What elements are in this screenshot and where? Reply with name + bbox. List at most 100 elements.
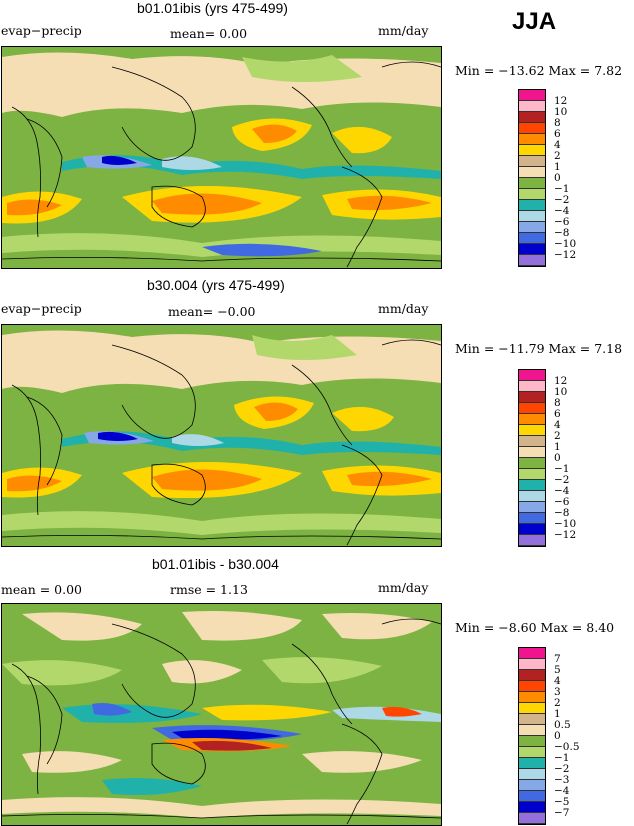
colorbar-swatch <box>519 101 545 112</box>
panel-3-mean-label: mean = 0.00 <box>1 582 83 597</box>
colorbar-tick-label: 3 <box>554 686 561 698</box>
colorbar-swatch <box>519 189 545 200</box>
colorbar-tick-label: −5 <box>554 796 570 808</box>
colorbar-swatch <box>519 736 545 747</box>
colorbar-swatch <box>519 233 545 244</box>
colorbar-swatch <box>519 813 545 824</box>
panel-3-colorbar <box>518 647 546 825</box>
panel-3-rmse-label: rmse = 1.13 <box>170 582 248 597</box>
colorbar-swatch <box>519 145 545 156</box>
season-label: JJA <box>512 8 557 35</box>
colorbar-swatch <box>519 447 545 458</box>
colorbar-swatch <box>519 725 545 736</box>
colorbar-swatch <box>519 791 545 802</box>
panel-1-colorbar <box>518 89 546 267</box>
colorbar-swatch <box>519 222 545 233</box>
colorbar-swatch <box>519 780 545 791</box>
colorbar-swatch <box>519 758 545 769</box>
colorbar-tick-label: −10 <box>554 238 577 250</box>
panel-1-units-label: mm/day <box>378 23 429 38</box>
colorbar-swatch <box>519 681 545 692</box>
panel-2-colorbar <box>518 369 546 547</box>
colorbar-tick-label: 12 <box>554 375 568 387</box>
panel-1-variable-label: evap−precip <box>1 23 82 38</box>
colorbar-swatch <box>519 370 545 381</box>
colorbar-swatch <box>519 123 545 134</box>
panel-1-title: b01.01ibis (yrs 475-499) <box>137 0 288 16</box>
colorbar-tick-label: 1 <box>554 161 561 173</box>
colorbar-swatch <box>519 403 545 414</box>
panel-2-minmax: Min = −11.79 Max = 7.18 <box>455 341 623 356</box>
colorbar-swatch <box>519 392 545 403</box>
colorbar-swatch <box>519 414 545 425</box>
colorbar-swatch <box>519 480 545 491</box>
panel-3-map <box>1 603 442 826</box>
colorbar-swatch <box>519 167 545 178</box>
colorbar-tick-label: −8 <box>554 507 570 519</box>
colorbar-tick-label: −4 <box>554 485 570 497</box>
colorbar-swatch <box>519 703 545 714</box>
colorbar-tick-label: −12 <box>554 249 577 261</box>
panel-2-variable-label: evap−precip <box>1 301 82 316</box>
colorbar-tick-label: −12 <box>554 529 577 541</box>
colorbar-swatch <box>519 670 545 681</box>
panel-3-title: b01.01ibis - b30.004 <box>152 556 279 572</box>
colorbar-tick-label: 4 <box>554 139 561 151</box>
colorbar-tick-label: 10 <box>554 386 568 398</box>
colorbar-tick-label: −4 <box>554 205 570 217</box>
colorbar-swatch <box>519 769 545 780</box>
colorbar-swatch <box>519 513 545 524</box>
colorbar-tick-label: 0 <box>554 730 561 742</box>
colorbar-swatch <box>519 802 545 813</box>
colorbar-tick-label: −4 <box>554 785 570 797</box>
colorbar-tick-label: 8 <box>554 117 561 129</box>
panel-1-minmax: Min = −13.62 Max = 7.82 <box>455 63 623 78</box>
colorbar-swatch <box>519 714 545 725</box>
panel-2-units-label: mm/day <box>378 301 429 316</box>
colorbar-tick-label: 1 <box>554 708 561 720</box>
colorbar-swatch <box>519 648 545 659</box>
colorbar-swatch <box>519 200 545 211</box>
colorbar-tick-label: 2 <box>554 150 561 162</box>
colorbar-tick-label: 0.5 <box>554 719 571 731</box>
panel-1-mean-label: mean= 0.00 <box>170 26 248 41</box>
colorbar-tick-label: −2 <box>554 194 570 206</box>
colorbar-tick-label: −3 <box>554 774 570 786</box>
colorbar-tick-label: −1 <box>554 463 570 475</box>
colorbar-swatch <box>519 524 545 535</box>
colorbar-tick-label: 5 <box>554 664 561 676</box>
colorbar-tick-label: 6 <box>554 408 561 420</box>
colorbar-tick-label: 2 <box>554 430 561 442</box>
colorbar-tick-label: −7 <box>554 807 570 819</box>
colorbar-tick-label: −8 <box>554 227 570 239</box>
panel-2-mean-label: mean= −0.00 <box>168 304 256 319</box>
colorbar-tick-label: −10 <box>554 518 577 530</box>
colorbar-tick-label: 4 <box>554 675 561 687</box>
colorbar-swatch <box>519 659 545 670</box>
colorbar-swatch <box>519 211 545 222</box>
colorbar-tick-label: 7 <box>554 653 561 665</box>
colorbar-tick-label: 0 <box>554 172 561 184</box>
colorbar-tick-label: −2 <box>554 763 570 775</box>
colorbar-swatch <box>519 255 545 266</box>
colorbar-swatch <box>519 425 545 436</box>
colorbar-swatch <box>519 502 545 513</box>
colorbar-swatch <box>519 381 545 392</box>
colorbar-swatch <box>519 90 545 101</box>
colorbar-swatch <box>519 692 545 703</box>
colorbar-tick-label: −1 <box>554 183 570 195</box>
panel-1-map <box>1 46 442 269</box>
colorbar-swatch <box>519 112 545 123</box>
colorbar-swatch <box>519 156 545 167</box>
colorbar-tick-label: 6 <box>554 128 561 140</box>
colorbar-tick-label: 4 <box>554 419 561 431</box>
colorbar-tick-label: −6 <box>554 496 570 508</box>
panel-2-map <box>1 324 442 547</box>
colorbar-swatch <box>519 134 545 145</box>
colorbar-swatch <box>519 178 545 189</box>
colorbar-tick-label: 8 <box>554 397 561 409</box>
colorbar-swatch <box>519 436 545 447</box>
panel-3-units-label: mm/day <box>378 580 429 595</box>
colorbar-swatch <box>519 244 545 255</box>
colorbar-swatch <box>519 535 545 546</box>
